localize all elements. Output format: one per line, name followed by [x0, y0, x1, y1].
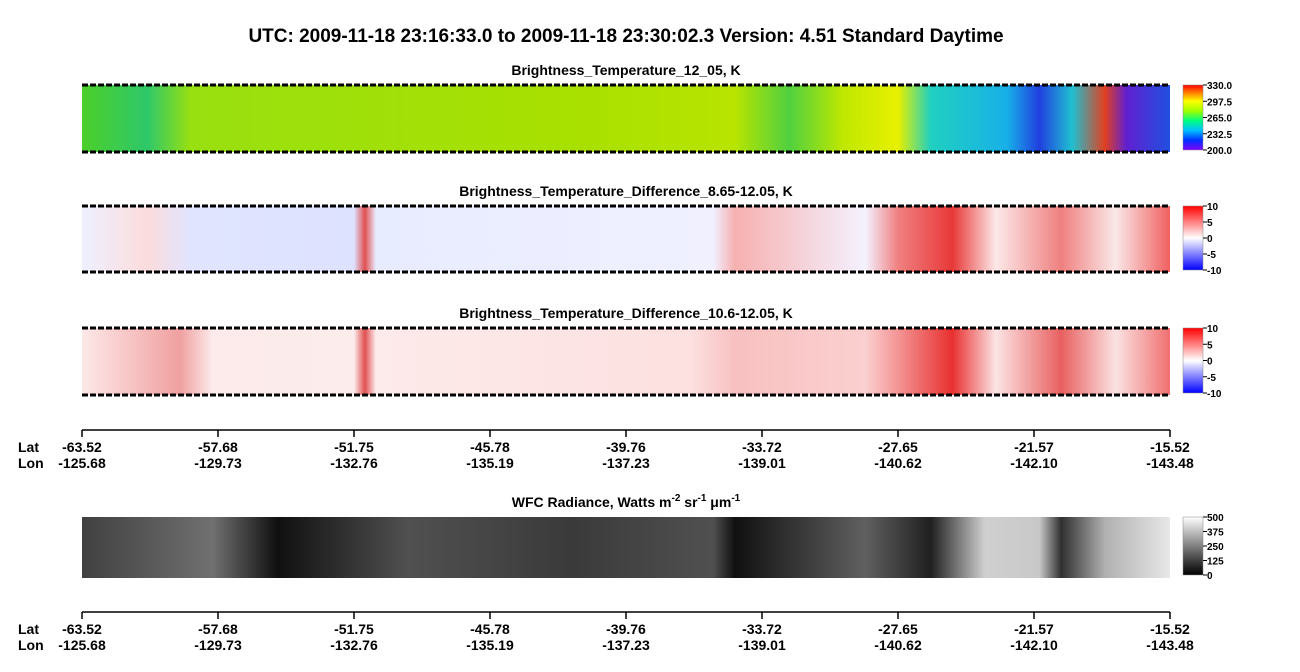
panel-title: Brightness_Temperature_Difference_8.65-1…	[459, 183, 793, 199]
title-part: sr	[680, 494, 698, 510]
colorbar	[1182, 205, 1204, 271]
title-part: Brightness_Temperature_12_05, K	[511, 62, 740, 78]
lat-label: Lat	[18, 621, 39, 637]
colorbar-tick-label: 330.0	[1207, 81, 1232, 92]
colorbar-tick-label: 0	[1207, 571, 1213, 582]
lat-tick-label: -15.52	[1150, 621, 1190, 637]
title-superscript: -2	[671, 493, 680, 504]
lat-tick-label: -57.68	[198, 621, 238, 637]
lon-tick-label: -140.62	[874, 637, 922, 653]
lon-tick-label: -135.19	[466, 637, 514, 653]
lon-tick-label: -129.73	[194, 637, 242, 653]
lat-tick-label: -51.75	[334, 621, 374, 637]
title-part: Brightness_Temperature_Difference_8.65-1…	[459, 183, 793, 199]
main-title: UTC: 2009-11-18 23:16:33.0 to 2009-11-18…	[248, 26, 1003, 47]
lat-tick-label: -63.52	[62, 439, 102, 455]
lon-tick-label: -139.01	[738, 637, 786, 653]
colorbar-tick-label: -10	[1207, 389, 1222, 400]
title-part: WFC Radiance, Watts m	[512, 494, 672, 510]
lon-label: Lon	[18, 455, 44, 471]
panel-title: WFC Radiance, Watts m-2 sr-1 μm-1	[512, 493, 741, 510]
lat-tick-label: -63.52	[62, 621, 102, 637]
colorbar-tick-label: 5	[1207, 218, 1213, 229]
colorbar-tick-label: 0	[1207, 234, 1213, 245]
colorbar-tick-label: 232.5	[1207, 130, 1232, 141]
lat-tick-label: -15.52	[1150, 439, 1190, 455]
lon-tick-label: -125.68	[58, 455, 106, 471]
panel-title: Brightness_Temperature_Difference_10.6-1…	[459, 305, 793, 321]
colorbar-tick-label: -5	[1207, 373, 1216, 384]
lat-tick-label: -45.78	[470, 439, 510, 455]
lat-tick-label: -39.76	[606, 621, 646, 637]
lat-tick-label: -51.75	[334, 439, 374, 455]
lon-tick-label: -132.76	[330, 637, 378, 653]
colorbar-tick-label: 200.0	[1207, 146, 1232, 157]
lat-tick-label: -33.72	[742, 439, 782, 455]
lon-tick-label: -132.76	[330, 455, 378, 471]
title-part: μm	[706, 494, 731, 510]
lat-label: Lat	[18, 439, 39, 455]
lon-tick-label: -142.10	[1010, 455, 1058, 471]
colorbar-tick-label: -10	[1207, 266, 1222, 277]
image-strip	[82, 328, 1170, 395]
colorbar-tick-label: 0	[1207, 357, 1213, 368]
colorbar-tick-label: 250	[1207, 542, 1224, 553]
lon-tick-label: -137.23	[602, 455, 650, 471]
colorbar-tick-label: 500	[1207, 513, 1224, 524]
lat-tick-label: -21.57	[1014, 439, 1054, 455]
lon-tick-label: -129.73	[194, 455, 242, 471]
lat-tick-label: -27.65	[878, 439, 918, 455]
lat-tick-label: -57.68	[198, 439, 238, 455]
colorbar-tick-label: 10	[1207, 324, 1219, 335]
image-strip	[82, 206, 1170, 272]
lon-tick-label: -125.68	[58, 637, 106, 653]
lon-label: Lon	[18, 637, 44, 653]
title-superscript: -1	[698, 493, 707, 504]
colorbar-tick-label: 10	[1207, 202, 1219, 213]
lon-tick-label: -137.23	[602, 637, 650, 653]
lon-tick-label: -142.10	[1010, 637, 1058, 653]
lon-tick-label: -139.01	[738, 455, 786, 471]
colorbar	[1182, 516, 1204, 576]
colorbar-tick-label: 125	[1207, 557, 1224, 568]
colorbar-tick-label: 375	[1207, 528, 1224, 539]
lat-tick-label: -21.57	[1014, 621, 1054, 637]
lat-tick-label: -45.78	[470, 621, 510, 637]
colorbar	[1182, 84, 1204, 151]
lon-tick-label: -143.48	[1146, 637, 1194, 653]
title-part: Brightness_Temperature_Difference_10.6-1…	[459, 305, 793, 321]
lat-tick-label: -33.72	[742, 621, 782, 637]
image-strip	[82, 517, 1170, 578]
colorbar-tick-label: -5	[1207, 250, 1216, 261]
lon-tick-label: -143.48	[1146, 455, 1194, 471]
lon-tick-label: -140.62	[874, 455, 922, 471]
colorbar-tick-label: 265.0	[1207, 114, 1232, 125]
lon-tick-label: -135.19	[466, 455, 514, 471]
colorbar-tick-label: 5	[1207, 340, 1213, 351]
lat-tick-label: -39.76	[606, 439, 646, 455]
title-superscript: -1	[731, 493, 740, 504]
image-strip	[82, 85, 1170, 152]
lat-tick-label: -27.65	[878, 621, 918, 637]
panel-title: Brightness_Temperature_12_05, K	[511, 62, 740, 78]
colorbar	[1182, 327, 1204, 394]
colorbar-tick-label: 297.5	[1207, 97, 1232, 108]
